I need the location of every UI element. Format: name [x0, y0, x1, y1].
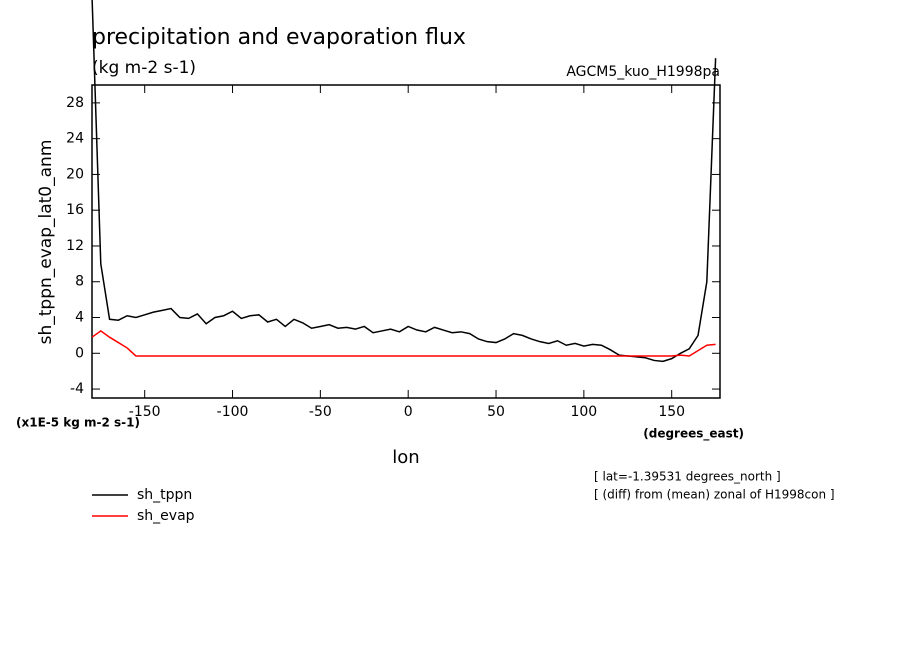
legend-label: sh_tppn [137, 487, 192, 503]
x-tick-label: 150 [658, 404, 685, 420]
annotation: [ lat=-1.39531 degrees_north ] [594, 470, 781, 484]
y-tick-label: 20 [66, 166, 84, 182]
x-axis-label: lon [392, 447, 419, 468]
data-line [91, 0, 717, 363]
y-tick-label: 8 [75, 274, 84, 290]
y-tick-label: 0 [75, 345, 84, 361]
y-tick-label: 12 [66, 238, 84, 254]
chart-title: precipitation and evaporation flux [92, 25, 466, 50]
run-label: AGCM5_kuo_H1998pa [566, 64, 720, 80]
y-units: (x1E-5 kg m-2 s-1) [16, 416, 140, 430]
annotation: [ (diff) from (mean) zonal of H1998con ] [594, 488, 835, 502]
x-tick-label: 50 [487, 404, 505, 420]
x-tick-label: -50 [309, 404, 332, 420]
x-tick-label: 100 [570, 404, 597, 420]
y-tick-label: 4 [75, 310, 84, 326]
data-line [91, 330, 716, 357]
x-tick-label: -150 [129, 404, 161, 420]
chart-subtitle: (kg m-2 s-1) [92, 58, 196, 78]
plot-frame [91, 84, 721, 399]
y-tick-label: 24 [66, 131, 84, 147]
y-tick-label: 28 [66, 95, 84, 111]
x-units: (degrees_east) [643, 427, 744, 442]
y-tick-label: -4 [70, 381, 84, 397]
x-tick-label: -100 [217, 404, 249, 420]
legend-label: sh_evap [137, 508, 195, 524]
y-tick-label: 16 [66, 202, 84, 218]
x-tick-label: 0 [404, 404, 413, 420]
y-axis-label: sh_tppn_evap_lat0_anm [36, 140, 56, 345]
